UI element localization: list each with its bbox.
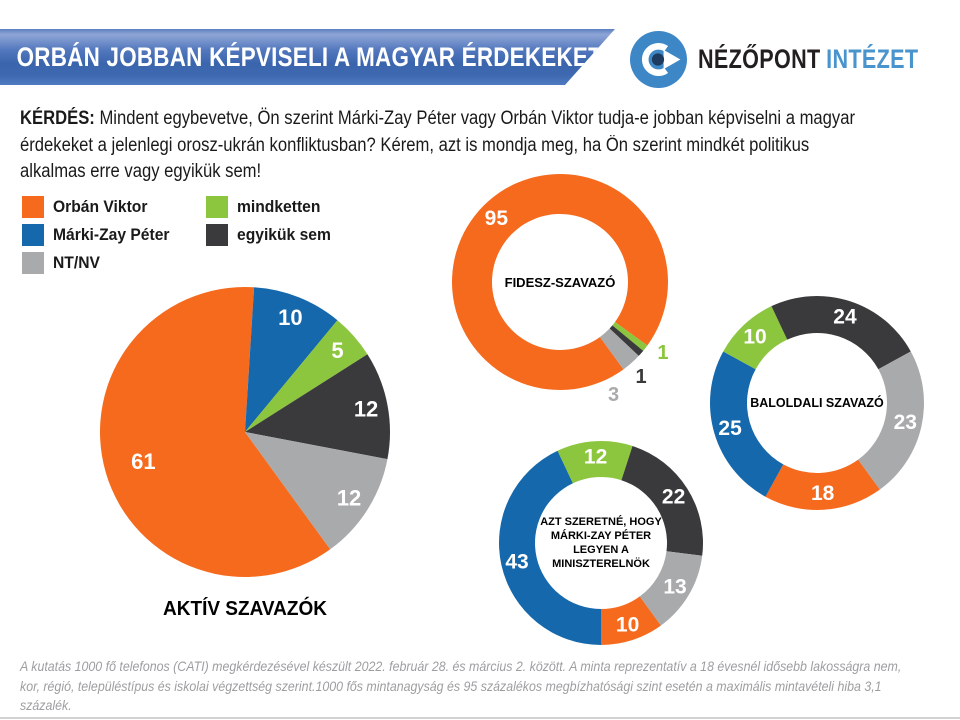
- donut-center-label: AZT SZERETNÉ, HOGY MÁRKI-ZAY PÉTER LEGYEN …: [540, 515, 662, 570]
- legend-column-2: mindketten egyikük sem: [206, 196, 339, 252]
- value-label-orban-viktor: 61: [131, 449, 155, 474]
- legend-label-marki-zay-peter: Márki-Zay Péter: [53, 225, 170, 244]
- logo-wordmark: NÉZŐPONT INTÉZET: [698, 44, 918, 75]
- value-label-egyikuk-sem: 22: [662, 485, 685, 508]
- value-label-mindketten: 1: [657, 342, 668, 364]
- legend-swatch-nt-nv: [22, 252, 44, 274]
- pie-chart-title: AKTÍV SZAVAZÓK: [163, 598, 327, 620]
- slice-egyikuk-sem: [771, 295, 911, 370]
- legend-label-egyikuk-sem: egyikük sem: [237, 225, 331, 244]
- legend-label-orban-viktor: Orbán Viktor: [53, 197, 148, 216]
- slice-orban-viktor: [99, 287, 331, 578]
- slice-mindketten: [557, 440, 633, 484]
- slice-egyikuk-sem: [609, 325, 644, 356]
- slice-nt-nv: [245, 432, 388, 550]
- eye-logo-icon: [630, 31, 687, 88]
- slice-marki-zay-peter: [245, 287, 338, 432]
- bottom-divider: [0, 717, 960, 719]
- value-label-marki-zay-peter: 10: [278, 305, 302, 330]
- value-label-orban-viktor: 95: [485, 207, 509, 230]
- legend-swatch-marki-zay-peter: [22, 224, 44, 246]
- slice-egyikuk-sem: [621, 445, 704, 556]
- question-line-3: alkalmas erre vagy egyikük sem!: [20, 161, 262, 182]
- value-label-nt-nv: 23: [894, 411, 917, 434]
- methodology-line-3: százalék.: [20, 697, 72, 713]
- slice-mindketten: [612, 321, 648, 351]
- slice-orban-viktor: [451, 173, 668, 390]
- question-line-1: KÉRDÉS: Mindent egybevetve, Ön szerint M…: [20, 106, 855, 133]
- question-label: KÉRDÉS:: [20, 108, 95, 129]
- slice-orban-viktor: [765, 459, 880, 510]
- slice-orban-viktor: [601, 596, 661, 645]
- legend-label-nt-nv: NT/NV: [53, 253, 100, 272]
- legend-item-mindketten: mindketten: [206, 196, 339, 218]
- logo-name-primary: NÉZŐPONT: [698, 44, 821, 74]
- value-label-nt-nv: 3: [608, 384, 619, 406]
- survey-question: KÉRDÉS: Mindent egybevetve, Ön szerint M…: [20, 106, 960, 186]
- slice-nt-nv: [639, 551, 703, 626]
- donut-center-label: BALOLDALI SZAVAZÓ: [750, 395, 884, 410]
- value-label-nt-nv: 12: [337, 486, 361, 511]
- legend-column-1: Orbán Viktor Márki-Zay Péter NT/NV: [22, 196, 180, 280]
- value-label-orban-viktor: 18: [811, 482, 835, 505]
- slice-egyikuk-sem: [245, 354, 390, 460]
- donut-center-label: FIDESZ-SZAVAZÓ: [505, 275, 616, 290]
- nezopont-logo: NÉZŐPONT INTÉZET: [630, 31, 960, 88]
- legend-swatch-orban-viktor: [22, 196, 44, 218]
- header-bar: ORBÁN JOBBAN KÉPVISELI A MAGYAR ÉRDEKEKE…: [0, 29, 615, 85]
- value-label-marki-zay-peter: 25: [718, 417, 742, 440]
- value-label-marki-zay-peter: 43: [505, 550, 528, 573]
- value-label-mindketten: 5: [331, 338, 343, 363]
- slice-mindketten: [245, 320, 368, 432]
- legend-label-mindketten: mindketten: [237, 197, 321, 216]
- legend-item-nt-nv: NT/NV: [22, 252, 180, 274]
- page-title: ORBÁN JOBBAN KÉPVISELI A MAGYAR ÉRDEKEKE…: [16, 41, 603, 72]
- methodology-line-2: kor, régió, településtípus és iskolai vé…: [20, 677, 882, 694]
- value-label-mindketten: 12: [584, 446, 607, 469]
- value-label-nt-nv: 13: [663, 575, 686, 598]
- legend-swatch-egyikuk-sem: [206, 224, 228, 246]
- legend-item-egyikuk-sem: egyikük sem: [206, 224, 339, 246]
- legend-item-marki-zay-peter: Márki-Zay Péter: [22, 224, 180, 246]
- methodology-note: A kutatás 1000 fő telefonos (CATI) megké…: [20, 657, 960, 716]
- value-label-egyikuk-sem: 1: [635, 366, 646, 388]
- question-line-2: érdekeket a jelenlegi orosz-ukrán konfli…: [20, 134, 810, 156]
- slice-marki-zay-peter: [499, 450, 601, 645]
- legend-item-orban-viktor: Orbán Viktor: [22, 196, 180, 218]
- slice-nt-nv: [858, 351, 924, 490]
- slice-marki-zay-peter: [710, 351, 784, 497]
- value-label-mindketten: 10: [743, 326, 766, 349]
- value-label-orban-viktor: 10: [616, 613, 639, 636]
- slice-nt-nv: [599, 328, 639, 370]
- logo-name-secondary: INTÉZET: [826, 44, 919, 74]
- value-label-egyikuk-sem: 12: [354, 396, 378, 421]
- legend-swatch-mindketten: [206, 196, 228, 218]
- methodology-line-1: A kutatás 1000 fő telefonos (CATI) megké…: [20, 658, 902, 674]
- question-line-1-text: Mindent egybevetve, Ön szerint Márki-Zay…: [94, 108, 856, 129]
- slice-mindketten: [723, 306, 788, 370]
- value-label-egyikuk-sem: 24: [833, 305, 857, 328]
